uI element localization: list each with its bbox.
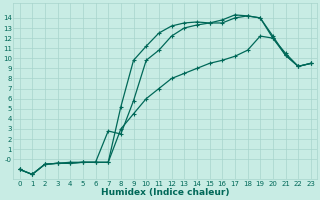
X-axis label: Humidex (Indice chaleur): Humidex (Indice chaleur) — [101, 188, 229, 197]
